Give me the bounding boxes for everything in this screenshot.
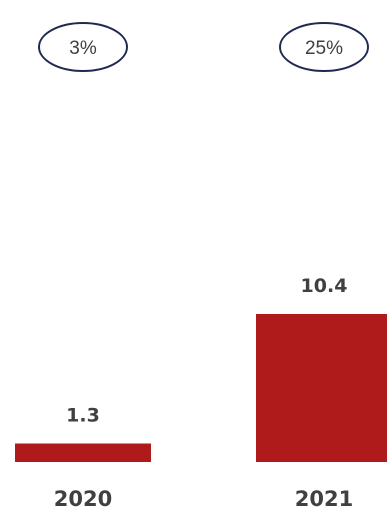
value-labels: 1.3 10.4 — [66, 275, 347, 426]
category-labels: 2020 2021 — [54, 487, 353, 511]
bars — [15, 314, 387, 462]
growth-ellipse-2020 — [38, 22, 128, 72]
bar-2020 — [15, 443, 151, 462]
value-label-2021: 10.4 — [301, 275, 348, 297]
growth-ellipse-2021 — [279, 22, 369, 72]
growth-label-2020: 3% — [69, 38, 97, 59]
category-label-2021: 2021 — [295, 487, 353, 511]
growth-label-2021: 25% — [305, 38, 343, 59]
value-label-2020: 1.3 — [66, 405, 100, 427]
category-label-2020: 2020 — [54, 487, 112, 511]
growth-badge-2021: 25% — [279, 22, 369, 72]
bar-2021 — [256, 314, 387, 462]
growth-labels: 3% 25% — [38, 22, 369, 72]
growth-badge-2020: 3% — [38, 22, 128, 72]
